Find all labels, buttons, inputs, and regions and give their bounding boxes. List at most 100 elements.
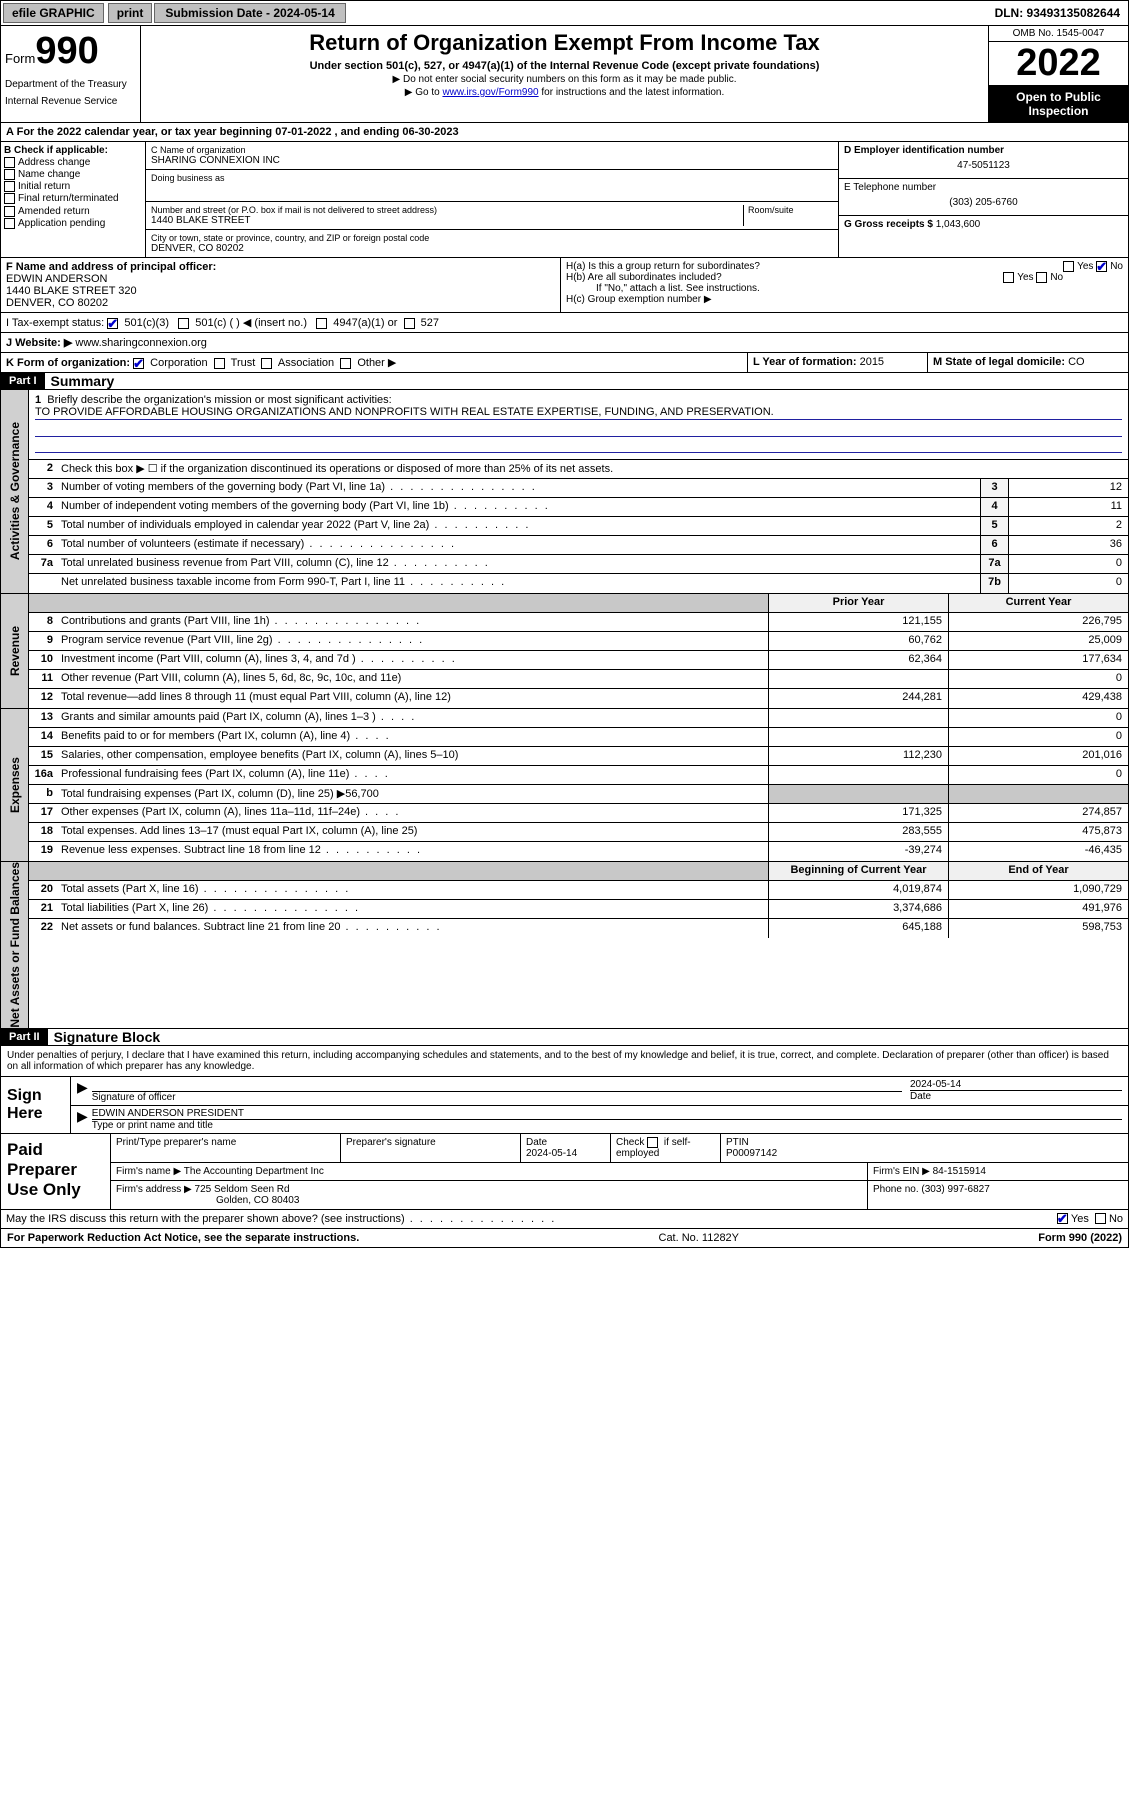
r18p: 283,555 <box>768 823 948 841</box>
chk-assoc[interactable] <box>261 358 272 369</box>
r5v: 2 <box>1008 517 1128 535</box>
ha-row: H(a) Is this a group return for subordin… <box>566 261 1123 272</box>
section-fh: F Name and address of principal officer:… <box>0 258 1129 313</box>
r11: Other revenue (Part VIII, column (A), li… <box>61 672 401 684</box>
i-501c: 501(c) ( ) ◀ (insert no.) <box>195 317 307 329</box>
r1-lbl: Briefly describe the organization's miss… <box>47 394 391 406</box>
footer-left: For Paperwork Reduction Act Notice, see … <box>7 1232 359 1244</box>
r16bp <box>768 785 948 803</box>
mission-blank2 <box>35 439 1122 453</box>
hb-row: H(b) Are all subordinates included? Yes … <box>566 272 1123 283</box>
form-header: Form990 Department of the Treasury Inter… <box>0 26 1129 123</box>
r21c: 491,976 <box>948 900 1128 918</box>
firm-name-lbl: Firm's name ▶ <box>116 1166 181 1177</box>
paid-preparer-label: Paid Preparer Use Only <box>1 1134 111 1209</box>
r2: Check this box ▶ ☐ if the organization d… <box>57 460 1128 478</box>
l-lbl: L Year of formation: <box>753 356 857 368</box>
r12p: 244,281 <box>768 689 948 708</box>
part1-badge: Part I <box>1 373 45 389</box>
irs-link[interactable]: www.irs.gov/Form990 <box>442 87 538 98</box>
irs-label: Internal Revenue Service <box>5 96 136 107</box>
k-other: Other ▶ <box>357 357 396 369</box>
addr-lbl: Number and street (or P.O. box if mail i… <box>151 205 743 215</box>
r5: Total number of individuals employed in … <box>61 519 429 531</box>
sign-here-block: Sign Here ▶ Signature of officer 2024-05… <box>0 1077 1129 1134</box>
r16a: Professional fundraising fees (Part IX, … <box>61 768 349 780</box>
ptin-lbl: PTIN <box>726 1137 749 1148</box>
r6: Total number of volunteers (estimate if … <box>61 538 304 550</box>
chk-4947[interactable] <box>316 318 327 329</box>
r8p: 121,155 <box>768 613 948 631</box>
r19c: -46,435 <box>948 842 1128 861</box>
chk-corp[interactable] <box>133 358 144 369</box>
r16bc <box>948 785 1128 803</box>
prep-date: 2024-05-14 <box>526 1148 577 1159</box>
sig-officer-lbl: Signature of officer <box>92 1092 176 1103</box>
mission-text: TO PROVIDE AFFORDABLE HOUSING ORGANIZATI… <box>35 406 1122 420</box>
r7bv: 0 <box>1008 574 1128 593</box>
chk-other[interactable] <box>340 358 351 369</box>
efile-label: efile GRAPHIC <box>3 3 104 23</box>
print-button[interactable]: print <box>108 3 153 23</box>
chk-final[interactable]: Final return/terminated <box>4 193 142 204</box>
phone-lbl: E Telephone number <box>844 182 1123 193</box>
chk-501c[interactable] <box>178 318 189 329</box>
r20c: 1,090,729 <box>948 881 1128 899</box>
r13p <box>768 709 948 727</box>
r17: Other expenses (Part IX, column (A), lin… <box>61 806 360 818</box>
chk-amended-lbl: Amended return <box>18 206 90 217</box>
dln-label: DLN: 93493135082644 <box>987 4 1128 22</box>
k-assoc: Association <box>278 357 334 369</box>
part2-header: Part II Signature Block <box>0 1029 1129 1046</box>
firm-ein-lbl: Firm's EIN ▶ <box>873 1166 930 1177</box>
r11p <box>768 670 948 688</box>
section-activities: Activities & Governance 1 Briefly descri… <box>0 390 1129 594</box>
hdr-curr: Current Year <box>948 594 1128 612</box>
chk-name[interactable]: Name change <box>4 169 142 180</box>
chk-discuss-no[interactable] <box>1095 1213 1106 1224</box>
line-j: J Website: ▶ www.sharingconnexion.org <box>0 333 1129 353</box>
street-address: 1440 BLAKE STREET <box>151 215 743 226</box>
r16ap <box>768 766 948 784</box>
firm-addr2: Golden, CO 80403 <box>116 1195 299 1206</box>
mission-blank1 <box>35 423 1122 437</box>
firm-addr-lbl: Firm's address ▶ <box>116 1184 192 1195</box>
r10p: 62,364 <box>768 651 948 669</box>
r19p: -39,274 <box>768 842 948 861</box>
c-name-lbl: C Name of organization <box>151 145 833 155</box>
city-state-zip: DENVER, CO 80202 <box>151 243 833 254</box>
discuss-lbl: May the IRS discuss this return with the… <box>6 1213 405 1225</box>
chk-address-lbl: Address change <box>18 157 90 168</box>
chk-app-pending[interactable]: Application pending <box>4 218 142 229</box>
chk-address[interactable]: Address change <box>4 157 142 168</box>
firm-phone: (303) 997-6827 <box>921 1184 989 1195</box>
line-klm: K Form of organization: Corporation Trus… <box>0 353 1129 373</box>
dept-treasury: Department of the Treasury <box>5 79 136 90</box>
prep-name-hdr: Print/Type preparer's name <box>111 1134 341 1162</box>
chk-501c3[interactable] <box>107 318 118 329</box>
ssn-note: ▶ Do not enter social security numbers o… <box>149 74 980 85</box>
m-lbl: M State of legal domicile: <box>933 356 1065 368</box>
section-expenses: Expenses 13Grants and similar amounts pa… <box>0 709 1129 862</box>
prep-sig-hdr: Preparer's signature <box>341 1134 521 1162</box>
submission-date: Submission Date - 2024-05-14 <box>154 3 345 23</box>
hc-lbl: H(c) Group exemption number ▶ <box>566 294 1123 305</box>
sig-date-lbl: Date <box>910 1090 1122 1102</box>
r9c: 25,009 <box>948 632 1128 650</box>
r21p: 3,374,686 <box>768 900 948 918</box>
r7av: 0 <box>1008 555 1128 573</box>
r12: Total revenue—add lines 8 through 11 (mu… <box>61 691 451 703</box>
chk-initial[interactable]: Initial return <box>4 181 142 192</box>
hdr-prior: Prior Year <box>768 594 948 612</box>
chk-discuss-yes[interactable] <box>1057 1213 1068 1224</box>
form-word: Form <box>5 51 35 66</box>
side-expenses: Expenses <box>8 757 22 813</box>
r19: Revenue less expenses. Subtract line 18 … <box>61 844 321 856</box>
r7b: Net unrelated business taxable income fr… <box>61 576 405 588</box>
r8c: 226,795 <box>948 613 1128 631</box>
paid-preparer-block: Paid Preparer Use Only Print/Type prepar… <box>0 1134 1129 1210</box>
chk-527[interactable] <box>404 318 415 329</box>
chk-self-employed[interactable] <box>647 1137 658 1148</box>
chk-amended[interactable]: Amended return <box>4 206 142 217</box>
chk-trust[interactable] <box>214 358 225 369</box>
